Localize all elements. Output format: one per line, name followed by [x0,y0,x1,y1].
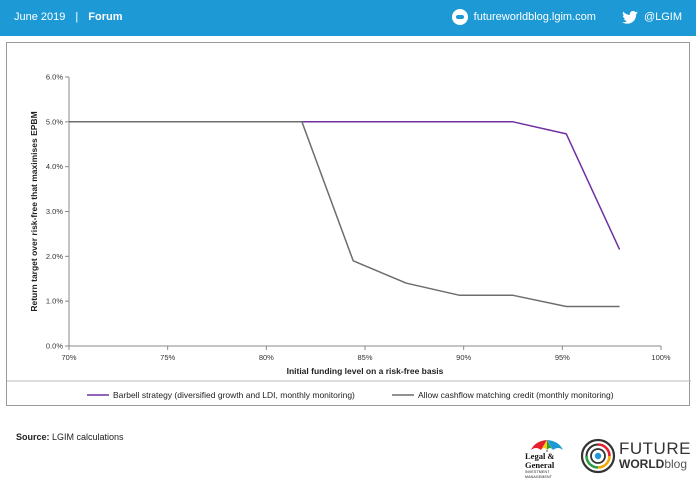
header-date: June 2019 [14,11,66,23]
page-header: June 2019 | Forum futureworldblog.lgim.com… [0,0,696,36]
lg-logo-subtitle: INVESTMENT MANAGEMENT [525,470,553,479]
legal-general-umbrella-icon [531,440,563,452]
x-tick-label: 100% [651,353,671,362]
future-world-blog-rings-icon [580,438,616,474]
fw-logo-line2: WORLDblog [619,457,691,471]
future-world-blog-logo: FUTURE WORLDblog [619,440,691,471]
blog-url-link[interactable]: futureworldblog.lgim.com [473,11,596,23]
x-tick-label: 90% [456,353,471,362]
x-tick-label: 95% [555,353,570,362]
x-tick-label: 85% [357,353,372,362]
header-right: futureworldblog.lgim.com @LGIM [451,9,682,25]
blog-logo-icon [451,9,468,25]
series-line-1 [69,121,621,250]
source-text: LGIM calculations [52,432,124,442]
header-separator: | [75,11,79,23]
source-note: Source: LGIM calculations [16,432,124,442]
fw-logo-world: WORLD [619,457,665,471]
chart-frame: 70% 75% 80% 85% 90% 95% 100% 0.0% 1.0% 2.0% 3.0% 4.… [6,42,691,406]
header-section: Forum [88,11,123,23]
y-tick-label: 6.0% [46,73,63,82]
x-tick-label: 80% [259,353,274,362]
y-tick-label: 4.0% [46,162,63,171]
x-axis-title: Initial funding level on a risk-free bas… [287,366,444,376]
funding-chart: 70% 75% 80% 85% 90% 95% 100% 0.0% 1.0% 2.0% 3.0% 4.… [7,73,691,400]
header-left: June 2019 | Forum [14,11,122,23]
y-tick-label: 2.0% [46,252,63,261]
x-tick-label: 70% [61,353,76,362]
lg-logo-line1: Legal & [525,451,555,461]
legend-label-1: Barbell strategy (diversified growth and… [113,390,355,400]
series-line-2 [69,121,620,308]
legend-label-2: Allow cashflow matching credit (monthly … [418,390,614,400]
y-tick-label: 0.0% [46,342,63,351]
fw-logo-line1: FUTURE [619,439,691,458]
lg-logo-line2: General [525,460,555,470]
y-tick-label: 1.0% [46,297,63,306]
y-tick-label: 3.0% [46,207,63,216]
twitter-bird-icon [622,10,638,24]
y-tick-label: 5.0% [46,117,63,126]
source-label: Source: [16,432,50,442]
fw-logo-blog: blog [664,457,688,471]
twitter-handle-link[interactable]: @LGIM [643,11,682,23]
y-axis-title: Return target over risk-free that maximi… [29,111,39,311]
x-tick-label: 75% [160,353,175,362]
legal-general-logo: Legal & General INVESTMENT MANAGEMENT [525,452,565,480]
